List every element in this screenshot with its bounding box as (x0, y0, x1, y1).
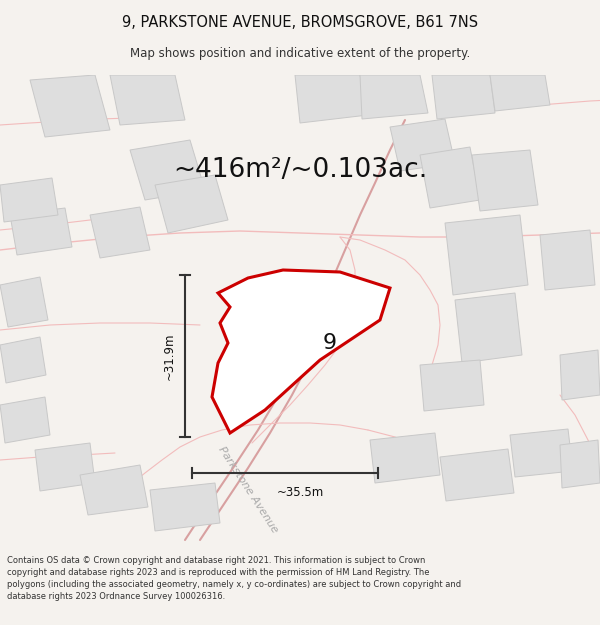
Text: ~416m²/~0.103ac.: ~416m²/~0.103ac. (173, 157, 427, 183)
Polygon shape (110, 75, 185, 125)
Polygon shape (420, 147, 480, 208)
Polygon shape (35, 443, 95, 491)
Polygon shape (472, 150, 538, 211)
Polygon shape (0, 337, 46, 383)
Polygon shape (455, 293, 522, 363)
Polygon shape (390, 119, 455, 171)
Polygon shape (150, 483, 220, 531)
Text: ~35.5m: ~35.5m (277, 486, 323, 499)
Polygon shape (295, 75, 368, 123)
Polygon shape (212, 270, 390, 433)
Polygon shape (432, 75, 495, 119)
Polygon shape (0, 277, 48, 327)
Text: 9, PARKSTONE AVENUE, BROMSGROVE, B61 7NS: 9, PARKSTONE AVENUE, BROMSGROVE, B61 7NS (122, 15, 478, 30)
Polygon shape (510, 429, 573, 477)
Polygon shape (560, 350, 600, 400)
Polygon shape (30, 75, 110, 137)
Polygon shape (490, 75, 550, 111)
Polygon shape (80, 465, 148, 515)
Polygon shape (360, 75, 428, 119)
Polygon shape (155, 175, 228, 233)
Text: 9: 9 (323, 333, 337, 353)
Polygon shape (0, 397, 50, 443)
Polygon shape (560, 440, 600, 488)
Text: ~31.9m: ~31.9m (163, 332, 176, 380)
Polygon shape (130, 140, 205, 200)
Text: Contains OS data © Crown copyright and database right 2021. This information is : Contains OS data © Crown copyright and d… (7, 556, 461, 601)
Polygon shape (540, 230, 595, 290)
Text: Map shows position and indicative extent of the property.: Map shows position and indicative extent… (130, 48, 470, 61)
Polygon shape (420, 360, 484, 411)
Polygon shape (90, 207, 150, 258)
Polygon shape (10, 208, 72, 255)
Text: Parkstone Avenue: Parkstone Avenue (217, 445, 280, 535)
Polygon shape (445, 215, 528, 295)
Polygon shape (0, 178, 58, 222)
Polygon shape (370, 433, 440, 483)
Polygon shape (440, 449, 514, 501)
